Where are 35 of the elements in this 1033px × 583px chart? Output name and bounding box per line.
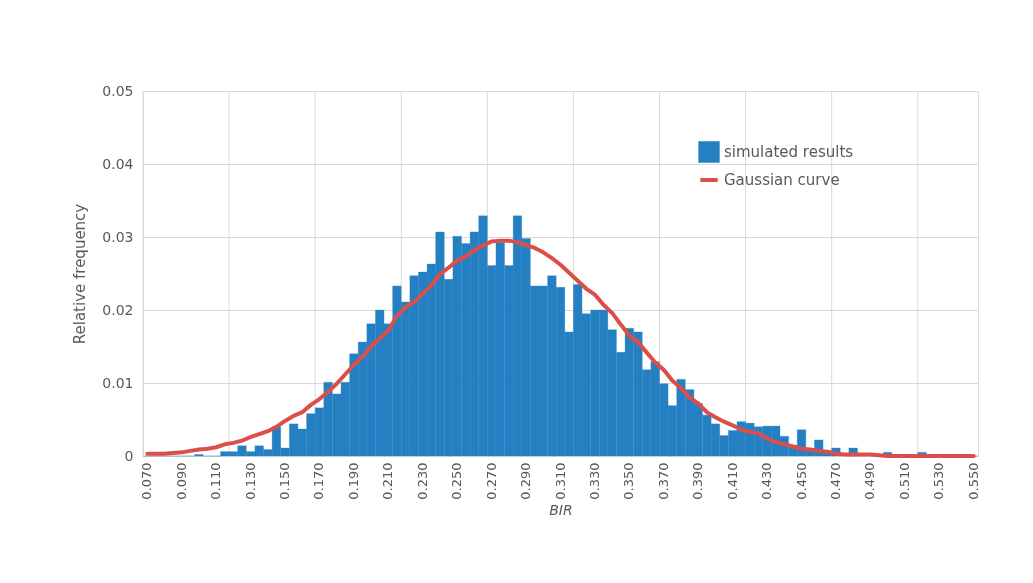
legend-label: Gaussian curve bbox=[724, 171, 840, 189]
x-tick-label: 0.310 bbox=[552, 462, 568, 500]
y-tick-label: 0.05 bbox=[102, 82, 134, 99]
x-tick-label: 0.230 bbox=[414, 462, 430, 500]
x-tick-label: 0.110 bbox=[208, 462, 224, 500]
x-tick-label: 0.550 bbox=[965, 462, 981, 500]
y-tick-label: 0 bbox=[124, 447, 134, 464]
x-axis-title: BIR bbox=[549, 501, 573, 518]
legend-label: simulated results bbox=[724, 143, 854, 161]
x-tick-label: 0.290 bbox=[518, 462, 534, 500]
x-tick-label: 0.530 bbox=[931, 462, 947, 500]
x-tick-label: 0.270 bbox=[483, 462, 499, 500]
y-tick-label: 0.04 bbox=[102, 155, 134, 172]
x-tick-label: 0.210 bbox=[380, 462, 396, 500]
x-tick-label: 0.410 bbox=[724, 462, 740, 500]
x-tick-label: 0.090 bbox=[173, 462, 189, 500]
x-tick-label: 0.250 bbox=[449, 462, 465, 500]
x-tick-label: 0.370 bbox=[655, 462, 671, 500]
x-tick-label: 0.130 bbox=[242, 462, 258, 500]
x-tick-label: 0.330 bbox=[586, 462, 602, 500]
x-tick-label: 0.510 bbox=[896, 462, 912, 500]
x-tick-label: 0.190 bbox=[345, 462, 361, 500]
x-tick-label: 0.350 bbox=[621, 462, 637, 500]
y-tick-label: 0.03 bbox=[102, 228, 134, 245]
x-tick-label: 0.450 bbox=[793, 462, 809, 500]
y-tick-label: 0.02 bbox=[102, 301, 134, 318]
x-tick-label: 0.470 bbox=[827, 462, 843, 500]
x-tick-label: 0.430 bbox=[759, 462, 775, 500]
x-tick-label: 0.170 bbox=[311, 462, 327, 500]
x-tick-label: 0.070 bbox=[139, 462, 155, 500]
x-tick-label: 0.490 bbox=[862, 462, 878, 500]
x-tick-label: 0.150 bbox=[277, 462, 293, 500]
y-tick-label: 0.01 bbox=[102, 374, 134, 391]
x-tick-label: 0.390 bbox=[690, 462, 706, 500]
y-axis-title: Relative frequency bbox=[71, 203, 90, 345]
